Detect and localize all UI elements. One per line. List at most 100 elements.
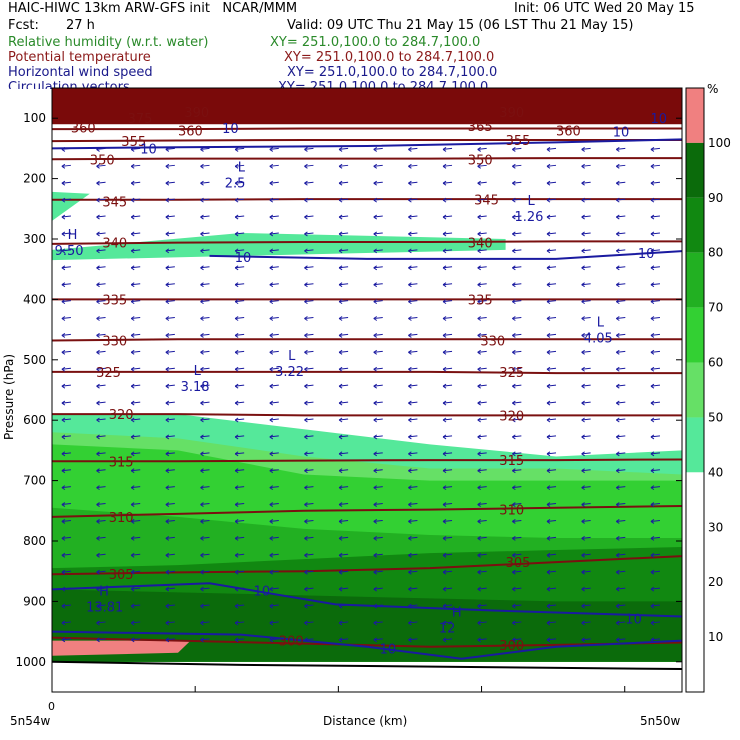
circulation-vector (96, 519, 106, 522)
circulation-vector-head (304, 569, 308, 575)
circulation-vector-head (546, 197, 551, 203)
circulation-vector (61, 503, 71, 506)
circulation-vector-head (581, 603, 585, 609)
circulation-vector-head (650, 502, 655, 507)
circulation-vector-head (200, 400, 204, 406)
circulation-vector (650, 266, 661, 269)
circulation-vector (581, 249, 591, 252)
circulation-vector (96, 215, 106, 218)
circulation-vector-head (234, 400, 239, 406)
colorbar-label: 60 (708, 356, 723, 370)
circulation-vector (339, 536, 349, 539)
circulation-vector (442, 147, 453, 150)
circulation-vector-head (165, 603, 170, 609)
circulation-vector (235, 249, 245, 252)
circulation-vector-head (442, 586, 447, 592)
circulation-vector-head (200, 569, 204, 575)
circulation-vector-head (165, 485, 170, 491)
circulation-vector (650, 300, 661, 303)
circulation-vector (304, 215, 314, 218)
circulation-vector-head (165, 248, 170, 254)
circulation-vector (61, 215, 71, 218)
circulation-vector (61, 638, 71, 641)
circulation-vector-head (96, 333, 100, 338)
field-wind-xy: XY= 251.0,100.0 to 284.7,100.0 (287, 65, 498, 80)
circulation-vector-head (512, 282, 516, 288)
circulation-vector-head (200, 180, 204, 186)
circulation-vector (650, 486, 661, 489)
circulation-vector (512, 350, 522, 353)
circulation-vector (200, 198, 210, 201)
theta-label: 375 (128, 112, 153, 127)
circulation-vector-head (581, 265, 585, 271)
circulation-vector (235, 570, 245, 573)
circulation-vector-head (165, 552, 170, 558)
circulation-vector-head (512, 316, 516, 321)
circulation-vector-head (408, 299, 412, 305)
circulation-vector (200, 570, 210, 573)
circulation-vector (339, 503, 349, 506)
circulation-vector (581, 266, 591, 269)
circulation-vector-head (408, 146, 412, 152)
circulation-vector-head (616, 637, 620, 643)
circulation-vector-head (304, 299, 308, 305)
forecast-label: Fcst: (8, 18, 39, 33)
circulation-vector (339, 283, 349, 286)
circulation-vector-head (338, 552, 343, 558)
circulation-vector-head (373, 451, 378, 457)
circulation-vector (200, 486, 210, 489)
circulation-vector (373, 266, 383, 269)
circulation-vector (408, 147, 418, 150)
circulation-vector-head (234, 146, 239, 152)
circulation-vector (616, 604, 626, 607)
circulation-vector-head (165, 400, 170, 406)
circulation-vector-head (269, 434, 274, 440)
circulation-vector-head (234, 214, 239, 220)
field-theta-xy: XY= 251.0,100.0 to 284.7,100.0 (284, 50, 495, 65)
circulation-vector-head (269, 502, 274, 507)
circulation-vector (442, 401, 453, 404)
circulation-vector (650, 570, 661, 573)
circulation-vector (650, 519, 661, 522)
circulation-vector (581, 401, 591, 404)
circulation-vector (200, 435, 210, 438)
circulation-vector-head (304, 180, 308, 186)
circulation-vector-head (616, 248, 620, 254)
circulation-vector (131, 469, 141, 472)
circulation-vector-head (96, 231, 100, 237)
field-vectors-name: Circulation vectors (8, 80, 130, 95)
circulation-vector-head (61, 603, 66, 609)
circulation-vector (581, 570, 591, 573)
circulation-vector (131, 249, 141, 252)
circulation-vector (477, 486, 487, 489)
circulation-vector-head (581, 248, 585, 254)
circulation-vector (304, 300, 314, 303)
extremum-value: 3.18 (181, 380, 210, 395)
circulation-vector (408, 401, 418, 404)
circulation-vector (477, 164, 487, 167)
circulation-vector (442, 164, 453, 167)
circulation-vector (96, 266, 106, 269)
circulation-vector (61, 604, 71, 607)
circulation-vector (339, 435, 349, 438)
circulation-vector (96, 350, 106, 353)
circulation-vector-head (373, 552, 378, 558)
circulation-vector (373, 300, 383, 303)
circulation-vector-head (234, 349, 239, 355)
circulation-vector (408, 249, 418, 252)
rh-field-100 (52, 589, 682, 662)
circulation-vector (512, 266, 522, 269)
circulation-vector (96, 570, 106, 573)
circulation-vector (61, 232, 71, 235)
circulation-vector (512, 164, 522, 167)
circulation-vector-head (304, 214, 308, 220)
circulation-vector-head (200, 417, 204, 423)
colorbar-segment (686, 197, 704, 253)
circulation-vector-head (408, 180, 412, 186)
circulation-vector (131, 621, 141, 624)
circulation-vector (546, 401, 557, 404)
wind-label: 10 (638, 247, 655, 262)
circulation-vector (96, 181, 106, 184)
circulation-vector (200, 147, 210, 150)
circulation-vector-head (442, 434, 447, 440)
